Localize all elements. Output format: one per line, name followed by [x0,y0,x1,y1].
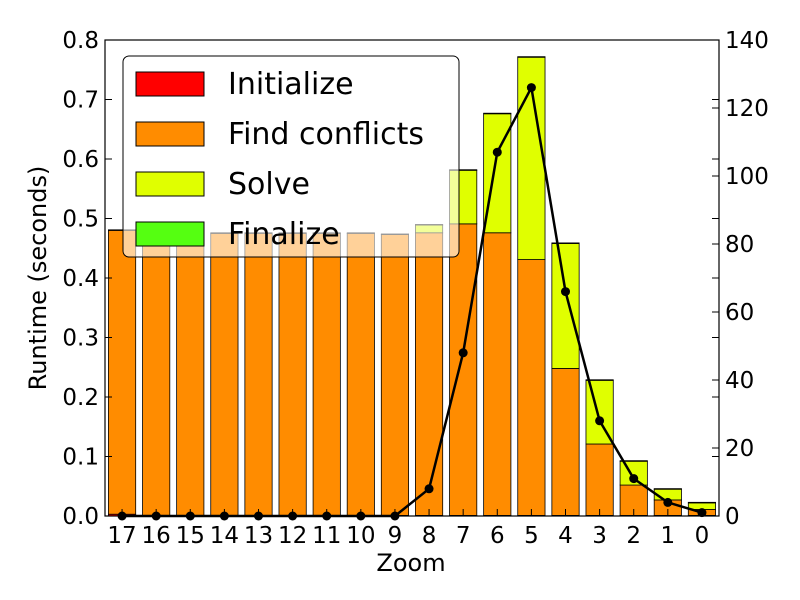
y2-tick-label: 100 [725,164,769,190]
line-series-point [629,474,639,484]
right-axis: 0 20 40 60 80 100 120 140 [712,28,769,530]
x-tick-label: 16 [142,523,171,549]
y2-tick-label: 140 [725,28,769,54]
y2-tick-label: 0 [725,504,740,530]
line-series-point [424,484,434,494]
bar-segment-find-conflicts [244,232,273,516]
bar-segment-find-conflicts [380,234,409,516]
x-tick-label: 9 [388,523,403,549]
x-tick-label: 8 [422,523,437,549]
bar-segment-find-conflicts [312,232,341,516]
x-tick-label: 3 [592,523,607,549]
y2-tick-label: 80 [725,232,754,258]
x-tick-label: 2 [626,523,641,549]
x-tick-label: 10 [346,523,375,549]
bar-segment-find-conflicts [585,443,614,516]
y-axis-label: Runtime (seconds) [24,166,52,391]
bar-segment-finalize [517,56,546,58]
line-series-point [595,416,605,426]
bar-segment-finalize [585,379,614,381]
legend-swatch [135,121,205,147]
bar-segment-find-conflicts [551,368,580,516]
x-tick-label: 17 [107,523,136,549]
x-tick-label: 5 [524,523,539,549]
y2-tick-label: 60 [725,300,754,326]
y2-tick-label: 120 [725,96,769,122]
x-axis: 17 16 15 14 13 12 11 10 9 8 7 6 5 4 3 2 1 0 [107,509,709,549]
bar-segment-find-conflicts [483,232,512,516]
bar-segment-find-conflicts [415,232,444,516]
bar-segment-find-conflicts [517,259,546,516]
legend-label: Initialize [228,67,354,102]
line-series-point [492,147,502,157]
legend-swatch [135,71,205,97]
y-tick-label: 0.5 [62,207,99,233]
y-tick-label: 0.8 [62,28,99,54]
line-series-point [526,83,536,93]
bar-segment-find-conflicts [210,232,239,516]
legend-box [122,55,460,258]
legend-swatch [135,221,205,247]
x-tick-label: 15 [176,523,205,549]
x-tick-label: 1 [661,523,676,549]
y-tick-label: 0.6 [62,147,99,173]
bar-segment-finalize [483,112,512,115]
bars-group [108,56,716,517]
y-tick-label: 0.3 [62,326,99,352]
x-tick-label: 14 [210,523,239,549]
bar-segment-find-conflicts [346,232,375,516]
bar-segment-find-conflicts [142,232,171,516]
y-tick-label: 0.4 [62,266,99,292]
legend-label: Solve [228,167,310,202]
legend: Initialize Find conflicts Solve Finalize [122,55,460,258]
left-axis: 0.0 0.1 0.2 0.3 0.4 0.5 0.6 0.7 0.8 [62,28,719,530]
x-tick-label: 4 [558,523,573,549]
x-tick-label: 0 [695,523,710,549]
x-tick-label: 11 [312,523,341,549]
legend-label: Find conflicts [228,117,424,152]
y2-tick-label: 40 [725,368,754,394]
bar-segment-find-conflicts [449,223,478,516]
line-series-point [561,287,570,297]
x-axis-label: Zoom [376,549,445,577]
bar-segment-solve [551,243,580,369]
x-tick-label: 13 [244,523,273,549]
x-tick-label: 6 [490,523,505,549]
bar-segment-finalize [551,242,580,244]
bar-segment-find-conflicts [108,229,137,515]
bar-segment-find-conflicts [278,232,307,516]
bar-segment-finalize [687,501,716,504]
y-tick-label: 0.0 [62,504,99,530]
bar-segment-finalize [619,460,648,462]
bar-segment-finalize [653,488,682,490]
line-series-point [458,348,468,358]
legend-swatch [135,171,205,197]
bar-segment-solve [585,379,614,445]
y-tick-label: 0.7 [62,88,99,114]
y2-tick-label: 20 [725,436,754,462]
y-tick-label: 0.2 [62,385,99,411]
y-tick-label: 0.1 [62,445,99,471]
x-tick-label: 7 [456,523,471,549]
bar-segment-find-conflicts [176,232,205,516]
line-series-point [663,497,673,507]
x-tick-label: 12 [278,523,307,549]
legend-label: Finalize [228,217,340,252]
